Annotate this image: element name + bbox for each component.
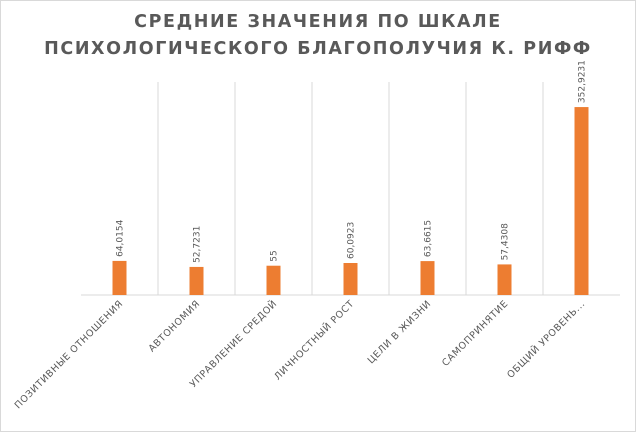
category-label: ОБЩИЙ УРОВЕНЬ...: [505, 298, 588, 381]
data-label: 60,0923: [347, 222, 357, 259]
category-labels: ПОЗИТИВНЫЕ ОТНОШЕНИЯ АВТОНОМИЯУПРАВЛЕНИЕ …: [13, 298, 588, 412]
category-label: ЛИЧНОСТНЫЙ РОСТ: [272, 298, 357, 383]
category-grid: [157, 82, 544, 295]
bar: [343, 263, 358, 295]
data-label: 352,9231: [578, 60, 588, 103]
bars: [112, 107, 589, 295]
data-label: 63,6615: [424, 220, 434, 257]
bar: [497, 264, 512, 295]
data-label: 64,0154: [116, 219, 126, 256]
data-label: 57,4308: [501, 223, 511, 260]
category-label: ЦЕЛИ В ЖИЗНИ: [366, 298, 434, 366]
chart-title-line-2: ПСИХОЛОГИЧЕСКОГО БЛАГОПОЛУЧИЯ К. РИФФ: [44, 39, 592, 59]
chart-title-line-1: СРЕДНИЕ ЗНАЧЕНИЯ ПО ШКАЛЕ: [134, 12, 502, 32]
data-label: 55: [270, 250, 280, 261]
bar: [266, 265, 281, 295]
bar: [189, 266, 204, 295]
category-label: УПРАВЛЕНИЕ СРЕДОЙ: [187, 298, 279, 390]
bar: [420, 261, 435, 295]
data-labels: 64,0154 52,7231 55 60,0923 63,6615 57,4308 352…: [116, 60, 588, 263]
category-label: ПОЗИТИВНЫЕ ОТНОШЕНИЯ: [13, 298, 126, 411]
bar: [112, 260, 127, 295]
bar: [574, 107, 589, 295]
data-label: 52,7231: [193, 226, 203, 263]
category-label: САМОПРИНЯТИЕ: [440, 298, 510, 368]
category-label: АВТОНОМИЯ: [147, 298, 203, 354]
